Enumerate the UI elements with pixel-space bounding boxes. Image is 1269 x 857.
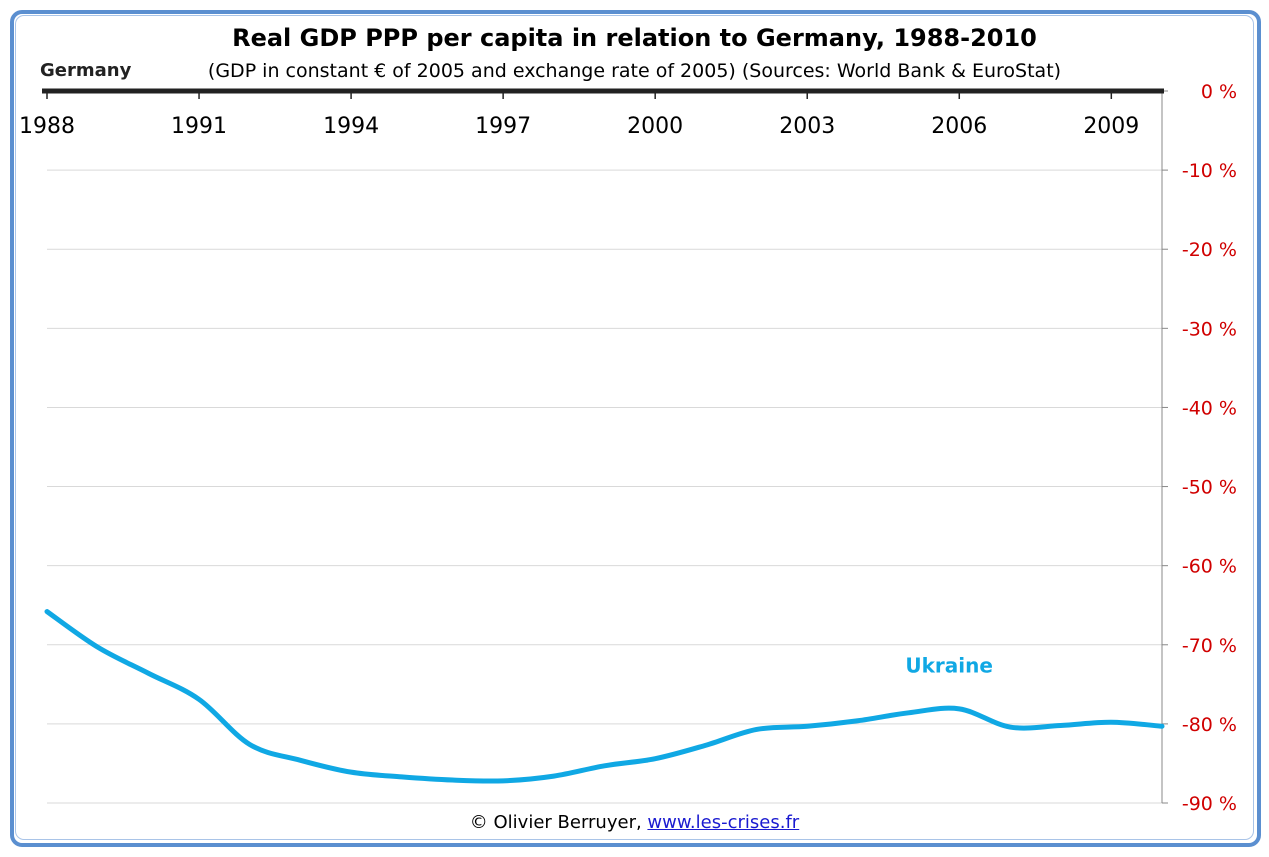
x-tick-label: 2006 xyxy=(931,114,987,139)
series-layer: Ukraine xyxy=(44,609,1165,784)
y-tick-label: -70 % xyxy=(1182,635,1237,657)
chart-frame-inner xyxy=(15,15,1254,840)
chart-subtitle-text: (GDP in constant € of 2005 and exchange … xyxy=(207,60,1062,82)
y-axis: 0 % -10 % -20 % -30 % -40 % -50 % -60 % -70 % -8… xyxy=(1161,81,1237,815)
x-tick-label: 1997 xyxy=(475,114,531,139)
x-tick-label: 1991 xyxy=(171,114,227,139)
credit-line: © Olivier Berruyer, www.les-crises.fr xyxy=(0,812,1269,833)
y-tick-label: -30 % xyxy=(1182,318,1237,340)
y-tick-label: -20 % xyxy=(1182,239,1237,261)
y-tick-label: -40 % xyxy=(1182,397,1237,419)
y-tick-label: -60 % xyxy=(1182,556,1237,578)
series-line-ukraine xyxy=(44,609,1165,784)
x-tick-label: 2000 xyxy=(627,114,683,139)
y-tick-label: 0 % xyxy=(1201,81,1237,103)
y-tick-label: -80 % xyxy=(1182,714,1237,736)
grid-lines xyxy=(47,169,1162,804)
x-tick-label: 1994 xyxy=(323,114,379,139)
chart-title: Real GDP PPP per capita in relation to G… xyxy=(232,24,1037,52)
y-tick-label: -10 % xyxy=(1182,160,1237,182)
y-tick-label: -50 % xyxy=(1182,477,1237,499)
chart-subtitle: (GDP in constant € of 2005 and exchange … xyxy=(0,60,1269,82)
series-label-ukraine: Ukraine xyxy=(905,653,993,677)
credit-link[interactable]: www.les-crises.fr xyxy=(647,812,800,833)
reference-line-label: Germany xyxy=(40,60,132,81)
x-tick-label: 1988 xyxy=(19,114,75,139)
x-tick-label: 2009 xyxy=(1083,114,1139,139)
y-tick-label: -90 % xyxy=(1182,793,1237,815)
x-tick-label: 2003 xyxy=(779,114,835,139)
credit-author: © Olivier Berruyer, xyxy=(469,812,642,833)
x-axis: 1988 1991 1994 1997 2000 2003 2006 2009 xyxy=(19,88,1164,139)
chart-frame xyxy=(10,10,1261,847)
